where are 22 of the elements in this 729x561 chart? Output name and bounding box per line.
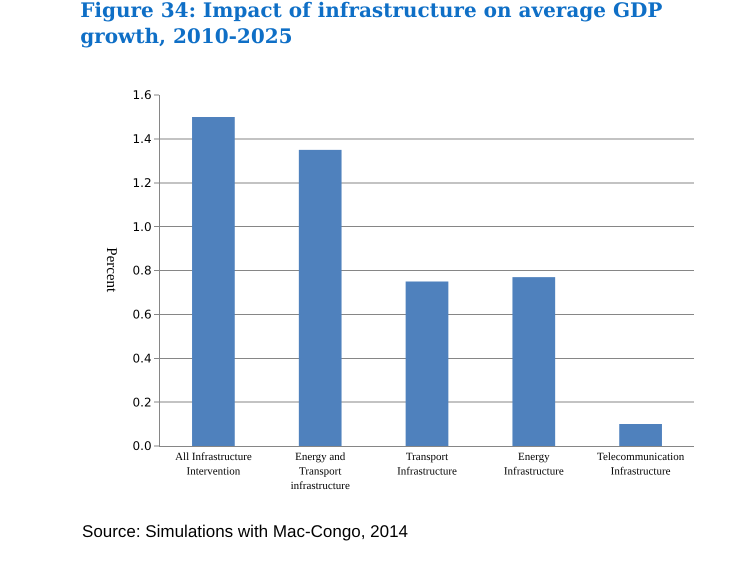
y-tick-label: 0.0 [132, 439, 152, 454]
y-tick-label: 1.0 [132, 220, 152, 234]
chart-title: Figure 34: Impact of infrastructure on average GDP growth, 2010-2025 [80, 0, 662, 48]
bar [512, 277, 556, 446]
bar [619, 424, 662, 446]
y-axis-title: Percent [102, 247, 119, 294]
y-tick-label: 1.4 [132, 132, 152, 146]
bar [192, 116, 235, 446]
x-tick-label: Telecommunication Infrastructure [597, 451, 685, 478]
source-note: Source: Simulations with Mac-Congo, 2014 [82, 522, 408, 541]
y-tick-label: 0.8 [132, 264, 152, 278]
y-tick-label: 0.4 [132, 351, 152, 366]
y-tick-label: 1.6 [132, 88, 152, 102]
bar [406, 281, 448, 446]
x-tick-label: Transport Infrastructure [397, 451, 458, 478]
x-tick-label: Energy Infrastructure [504, 451, 564, 478]
y-tick-label: 1.2 [132, 176, 152, 190]
x-tick-label: All Infrastructure Intervention [175, 451, 252, 478]
bar [298, 150, 342, 446]
x-tick-label: Energy and Transport infrastructure [290, 451, 350, 492]
y-tick-label: 0.6 [132, 308, 152, 322]
y-tick-label: 0.2 [132, 395, 152, 410]
